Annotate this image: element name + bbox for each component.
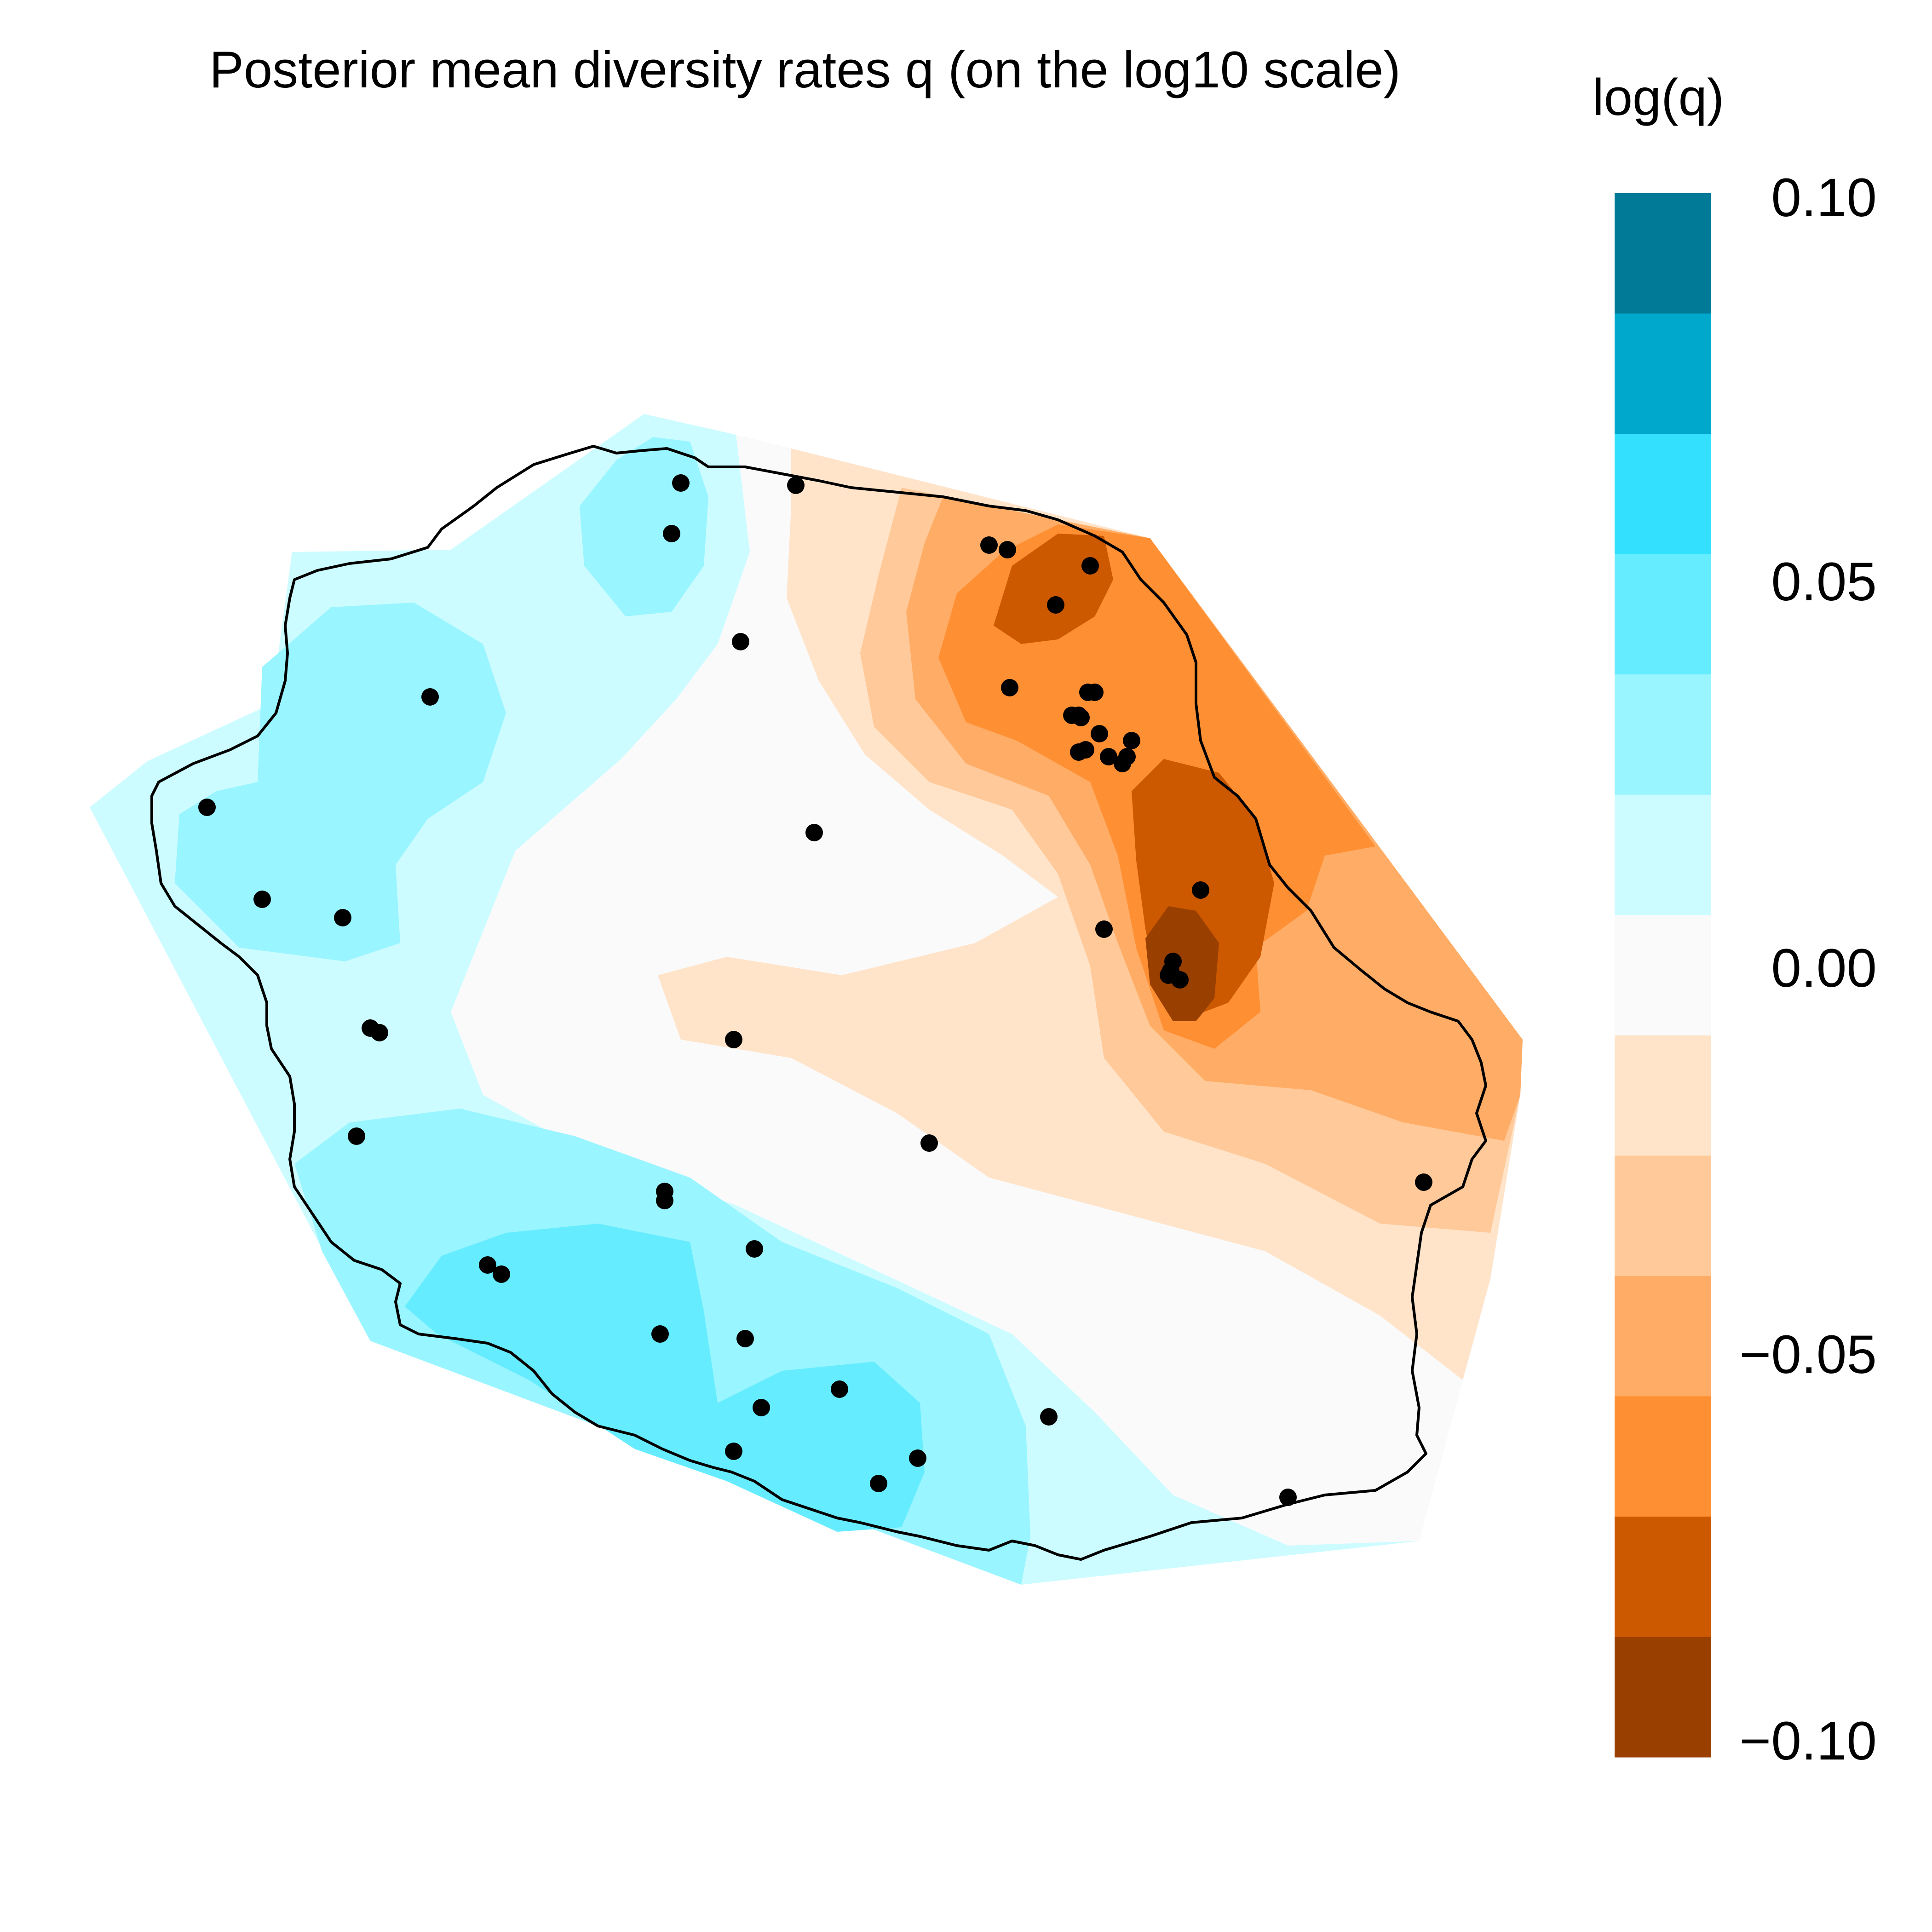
sample-point bbox=[805, 824, 823, 841]
sample-point bbox=[1160, 966, 1177, 984]
island-outline bbox=[150, 445, 1487, 1561]
legend-bin bbox=[1615, 1516, 1711, 1637]
legend-tick-0.05: 0.05 bbox=[1771, 552, 1877, 612]
sample-point bbox=[920, 1134, 938, 1152]
sample-point bbox=[198, 799, 216, 816]
plot-title: Posterior mean diversity rates q (on the… bbox=[209, 41, 1401, 98]
legend-bin bbox=[1615, 1396, 1711, 1517]
legend-bin bbox=[1615, 794, 1711, 915]
sample-point bbox=[725, 1443, 742, 1460]
legend-bin bbox=[1615, 1276, 1711, 1397]
legend-bin bbox=[1615, 915, 1711, 1036]
sample-point bbox=[1118, 748, 1136, 765]
sample-point bbox=[1081, 557, 1099, 575]
region-orange-6 bbox=[1145, 906, 1219, 1021]
sample-point bbox=[909, 1449, 926, 1467]
sample-point bbox=[787, 477, 805, 494]
sample-point bbox=[999, 541, 1016, 558]
sample-point bbox=[1123, 732, 1140, 749]
legend-bin bbox=[1615, 434, 1711, 555]
sample-point bbox=[1095, 920, 1113, 938]
sample-point bbox=[736, 1330, 754, 1347]
legend-tick-minus-0.10: −0.10 bbox=[1739, 1711, 1877, 1771]
sample-point bbox=[725, 1031, 742, 1048]
legend-bin bbox=[1615, 1035, 1711, 1156]
sample-point bbox=[348, 1127, 365, 1145]
legend-tick-0.00: 0.00 bbox=[1771, 938, 1877, 999]
sample-point bbox=[421, 688, 439, 706]
sample-points bbox=[198, 474, 1432, 1506]
legend-bin bbox=[1615, 554, 1711, 675]
sample-point bbox=[371, 1024, 388, 1041]
sample-point bbox=[1070, 707, 1087, 724]
sample-point bbox=[651, 1325, 669, 1343]
sample-point bbox=[1047, 596, 1064, 614]
sample-point bbox=[1415, 1173, 1432, 1191]
legend-bin bbox=[1615, 1637, 1711, 1758]
sample-point bbox=[253, 891, 271, 908]
legend-bin bbox=[1615, 193, 1711, 314]
sample-point bbox=[746, 1240, 763, 1258]
sample-point bbox=[663, 525, 680, 542]
sample-point bbox=[1077, 741, 1094, 759]
sample-point bbox=[672, 474, 690, 492]
legend-bin bbox=[1615, 313, 1711, 434]
sample-point bbox=[1040, 1408, 1058, 1426]
legend-title: log(q) bbox=[1593, 69, 1724, 126]
legend-color-bar bbox=[1615, 193, 1711, 1758]
region-cyan-3 bbox=[405, 1224, 925, 1532]
color-legend: log(q) 0.10 0.05 0.00 −0.05 −0.10 bbox=[1593, 69, 1877, 1771]
sample-point bbox=[870, 1475, 887, 1492]
legend-bin bbox=[1615, 674, 1711, 795]
sample-point bbox=[1091, 725, 1108, 742]
sample-point bbox=[1086, 684, 1104, 701]
sample-point bbox=[1100, 748, 1117, 765]
legend-bin bbox=[1615, 1156, 1711, 1276]
sample-point bbox=[656, 1192, 673, 1209]
sample-point bbox=[479, 1256, 496, 1274]
sample-point bbox=[1192, 881, 1209, 899]
sample-point bbox=[732, 633, 749, 650]
legend-tick-0.10: 0.10 bbox=[1771, 167, 1877, 228]
sample-point bbox=[980, 536, 998, 554]
sample-point bbox=[493, 1265, 510, 1283]
legend-tick-minus-0.05: −0.05 bbox=[1739, 1324, 1877, 1385]
sample-point bbox=[1279, 1489, 1297, 1506]
sample-point bbox=[334, 909, 351, 926]
sample-point bbox=[831, 1380, 848, 1398]
sample-point bbox=[753, 1399, 770, 1416]
diversity-surface-map bbox=[90, 414, 1523, 1585]
sample-point bbox=[1001, 679, 1018, 696]
